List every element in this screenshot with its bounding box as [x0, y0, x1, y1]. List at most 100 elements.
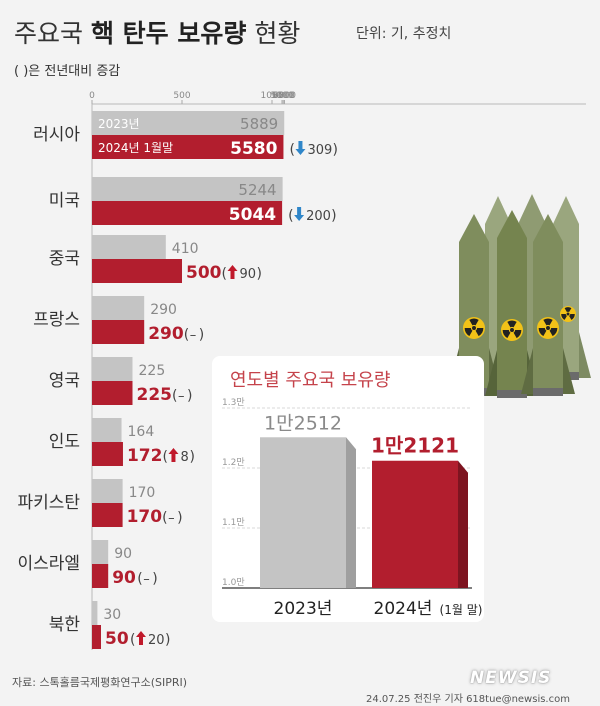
arrow-up-icon	[168, 448, 179, 462]
missile-fin	[579, 332, 591, 378]
bar-2023	[92, 357, 133, 381]
change-value: 8	[180, 450, 188, 465]
change-paren-open: (	[288, 208, 293, 224]
value-label-2024: 170	[127, 507, 163, 527]
country-label: 북한	[49, 615, 81, 635]
bar-2023	[92, 111, 285, 135]
arrow-up-icon	[227, 265, 238, 279]
bar-2023	[92, 296, 145, 320]
country-label: 중국	[49, 249, 80, 269]
missile-nozzle	[497, 390, 527, 398]
arrow-down-icon	[294, 207, 305, 221]
source-note: 자료: 스톡홀름국제평화연구소(SIPRI)	[12, 676, 188, 689]
bar-2023	[92, 540, 109, 564]
change-paren-open: (	[162, 510, 167, 526]
change-label: (20)	[130, 631, 170, 648]
unit-label: 단위: 기, 추정치	[356, 26, 452, 42]
change-label: (–)	[184, 327, 204, 343]
legend-2023: 2023년	[98, 117, 140, 131]
change-label: (90)	[222, 265, 262, 282]
inset-y-tick-label: 1.1만	[222, 517, 245, 528]
radiation-blade	[502, 330, 511, 339]
radiation-blade	[513, 330, 522, 339]
x-tick-label: 6000	[273, 91, 296, 101]
x-tick-label: 500	[173, 91, 190, 101]
value-label-2023: 225	[139, 363, 166, 379]
x-tick-label: 1000	[261, 91, 284, 101]
country-label: 인도	[49, 432, 80, 452]
change-value: 200	[306, 209, 331, 224]
change-paren-open: (	[289, 142, 294, 158]
inset-bar	[260, 437, 346, 588]
credit-line: 24.07.25 전진우 기자 618tue@newsis.com	[366, 694, 570, 705]
inset-category-label: 2024년	[374, 599, 433, 619]
page-title: 주요국 핵 탄두 보유량 현황	[14, 14, 300, 50]
inset-y-tick-label: 1.0만	[222, 577, 245, 588]
change-value: 90	[240, 267, 257, 282]
missile-body	[497, 210, 527, 390]
country-label: 프랑스	[33, 310, 80, 330]
bar-2023	[92, 601, 98, 625]
missile-illustration	[447, 194, 591, 398]
value-label-2024: 50	[105, 629, 129, 649]
change-paren-close: )	[189, 449, 194, 465]
change-label: (–)	[162, 510, 182, 526]
inset-value-label: 1만2121	[371, 434, 459, 458]
country-label: 이스라엘	[17, 554, 80, 574]
value-label-2024: 225	[137, 385, 173, 405]
bar-2023	[92, 235, 166, 259]
title-suffix: 현황	[254, 19, 301, 48]
missile-fin	[521, 348, 533, 394]
value-label-2024: 500	[186, 263, 222, 283]
bar-2023	[92, 177, 283, 201]
change-paren-close: )	[199, 327, 204, 343]
inset-bar	[372, 460, 458, 588]
bar-2024	[92, 381, 133, 405]
radiation-blade	[569, 314, 575, 320]
legend-2024: 2024년 1월말	[98, 141, 173, 155]
bar-2023	[92, 479, 123, 503]
change-note: ( )은 전년대비 증감	[14, 64, 121, 79]
radiation-center	[510, 328, 514, 332]
bar-2023	[92, 418, 122, 442]
arrow-up-icon	[136, 631, 146, 645]
title-prefix: 주요국	[14, 19, 84, 48]
x-tick-label: 0	[89, 91, 95, 101]
change-paren-open: (	[172, 388, 177, 404]
axis-break-mark	[336, 106, 346, 164]
bar-2024	[92, 320, 145, 344]
radiation-blade	[538, 328, 547, 337]
radiation-blade	[507, 320, 517, 328]
value-label-2023: 410	[172, 241, 199, 257]
change-value: –	[143, 572, 150, 587]
inset-y-tick-label: 1.3만	[222, 397, 245, 408]
radiation-blade	[561, 314, 567, 320]
radiation-blade	[549, 328, 558, 337]
missile-body	[459, 214, 489, 388]
value-label-2024: 172	[127, 446, 162, 466]
value-label-2023: 164	[128, 424, 155, 440]
inset-value-label: 1만2512	[264, 412, 342, 434]
change-value: –	[178, 389, 185, 404]
radiation-center	[566, 312, 570, 316]
radiation-blade	[543, 318, 553, 326]
change-value: –	[168, 511, 175, 526]
change-value: 309	[307, 143, 332, 158]
radiation-center	[546, 326, 550, 330]
value-label-2023: 170	[129, 485, 156, 501]
radiation-center	[472, 326, 476, 330]
value-label-2023: 90	[114, 546, 132, 562]
title-bold: 핵 탄두 보유량	[90, 19, 247, 48]
value-label-2024: 290	[148, 324, 184, 344]
radiation-blade	[469, 318, 479, 326]
country-label: 미국	[49, 191, 80, 211]
country-label: 러시아	[33, 125, 80, 145]
x-tick-label: 5000	[271, 91, 294, 101]
value-label-2023: 30	[103, 607, 121, 623]
bar-2024	[92, 503, 123, 527]
change-paren-close: )	[165, 632, 170, 648]
arrow-down-icon	[295, 141, 306, 155]
